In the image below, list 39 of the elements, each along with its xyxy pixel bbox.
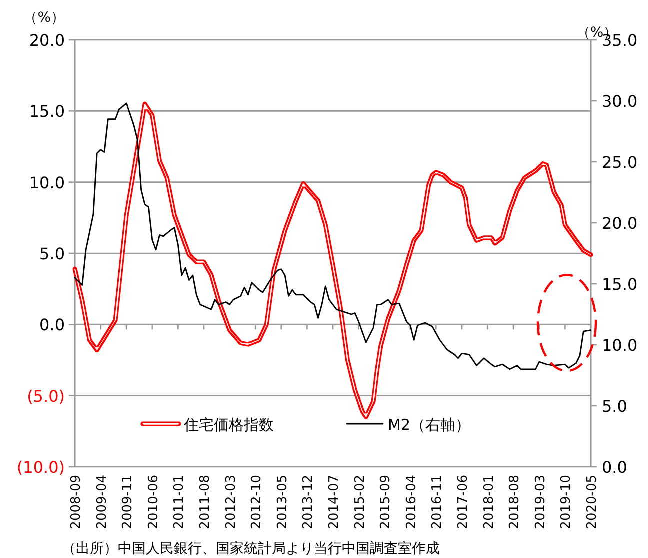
legend-label: 住宅価格指数	[183, 416, 274, 434]
x-tick-label: 2011-08	[198, 475, 213, 530]
x-tick-label: 2012-10	[250, 475, 265, 530]
y2-tick-label: 10.0	[602, 336, 638, 355]
y-tick-label: 0.0	[40, 316, 65, 335]
x-tick-label: 2016-11	[430, 475, 446, 530]
x-tick-label: 2018-08	[508, 475, 523, 530]
y2-tick-label: 30.0	[602, 92, 638, 111]
x-tick-label: 2011-01	[172, 475, 188, 530]
x-tick-label: 2013-05	[275, 475, 290, 530]
x-tick-label: 2013-12	[301, 475, 316, 530]
x-tick-label: 2015-02	[352, 475, 368, 530]
y-axis-title: （%）	[24, 10, 65, 26]
y-tick-label: (5.0)	[27, 386, 65, 406]
y2-tick-label: 25.0	[602, 153, 638, 172]
x-tick-label: 2017-06	[456, 475, 471, 530]
y2-tick-label: 15.0	[602, 275, 638, 294]
x-tick-label: 2009-11	[120, 475, 136, 530]
y2-tick-label: 5.0	[602, 397, 628, 416]
y2-tick-label: 20.0	[602, 214, 638, 233]
y-tick-label: (10.0)	[16, 458, 65, 477]
x-tick-label: 2019-10	[559, 475, 574, 530]
x-tick-label: 2018-01	[482, 475, 497, 530]
x-tick-label: 2009-04	[94, 475, 110, 530]
x-tick-label: 2020-05	[585, 475, 600, 530]
legend-label: M2（右軸）	[388, 416, 470, 434]
x-tick-label: 2014-07	[327, 475, 342, 530]
y2-tick-label: 0.0	[602, 458, 628, 477]
x-tick-label: 2008-09	[69, 475, 84, 530]
y-tick-label: 5.0	[40, 244, 65, 264]
x-tick-label: 2016-04	[404, 475, 420, 530]
x-tick-label: 2019-03	[533, 475, 548, 530]
y-tick-label: 10.0	[29, 173, 65, 192]
y-tick-label: 15.0	[29, 102, 65, 122]
y-tick-label: 20.0	[29, 31, 65, 50]
text: （出所）中国人民銀行、国家統計局より当行中国調査室作成	[62, 541, 440, 557]
x-tick-label: 2015-09	[378, 475, 394, 530]
x-tick-label: 2012-03	[224, 475, 239, 530]
x-tick-label: 2010-06	[146, 475, 162, 530]
